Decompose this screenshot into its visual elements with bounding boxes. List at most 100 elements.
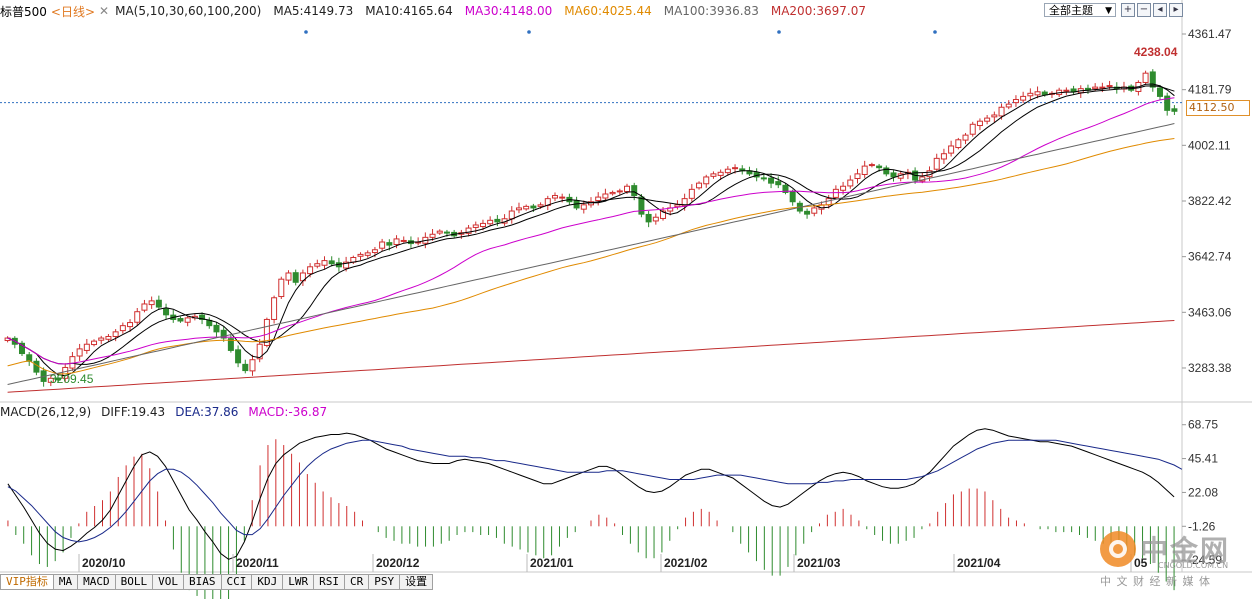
- candle-body: [1092, 86, 1099, 90]
- scroll-right-icon[interactable]: ▸: [1169, 3, 1183, 17]
- candle-body: [652, 216, 659, 222]
- candle-body: [307, 266, 314, 275]
- candle-body: [890, 172, 897, 178]
- candle-body: [732, 167, 739, 170]
- price-tick-label: 4002.11: [1188, 138, 1231, 152]
- tab-vol[interactable]: VOL: [153, 574, 184, 590]
- candle-body: [811, 207, 818, 214]
- tab-psy[interactable]: PSY: [369, 574, 401, 590]
- watermark-logo: 中金网 CNGOLD.COM.CN 中 文 财 经 新 媒 体: [1096, 527, 1246, 588]
- tab-cci[interactable]: CCI: [221, 574, 253, 590]
- candle-body: [328, 260, 335, 265]
- candle-body: [465, 227, 472, 234]
- candle-body: [364, 252, 371, 256]
- candle-body: [703, 176, 710, 185]
- candle-body: [163, 308, 170, 316]
- candle-body: [955, 139, 962, 149]
- candle-body: [868, 164, 875, 167]
- ma5-line: [7, 83, 1175, 377]
- candle-body: [1099, 86, 1106, 89]
- candle-body: [487, 219, 494, 225]
- date-label: 2020/12: [376, 556, 420, 570]
- event-marker-icon: [304, 30, 308, 34]
- tab-vip[interactable]: VIP指标: [0, 574, 54, 590]
- candle-body: [62, 366, 69, 379]
- candle-body: [624, 185, 631, 193]
- tab-boll[interactable]: BOLL: [115, 574, 154, 590]
- date-label: 2020/11: [236, 556, 279, 570]
- tab-ma[interactable]: MA: [53, 574, 79, 590]
- zoom-out-icon[interactable]: −: [1137, 3, 1151, 17]
- date-label: 2021/01: [530, 556, 574, 570]
- candle-body: [602, 193, 609, 199]
- current-price-tag: 4112.50: [1186, 100, 1250, 116]
- candle-body: [494, 218, 501, 223]
- candle-body: [285, 272, 292, 281]
- ma100-line: [7, 123, 1175, 385]
- tab-settings[interactable]: 设置: [400, 574, 434, 590]
- date-label: 2020/10: [82, 556, 126, 570]
- candle-body: [379, 241, 386, 249]
- candle-body: [472, 224, 479, 228]
- candle-body: [854, 173, 861, 180]
- candle-body: [479, 222, 486, 228]
- tab-rsi[interactable]: RSI: [314, 574, 345, 590]
- candle-body: [119, 325, 126, 332]
- ma-label: MA(5,10,30,60,100,200): [115, 4, 262, 18]
- period-selector[interactable]: <日线>: [50, 4, 96, 19]
- candle-body: [271, 297, 278, 320]
- candle-body: [674, 204, 681, 208]
- scroll-left-icon[interactable]: ◂: [1153, 3, 1167, 17]
- symbol-name: 标普500: [0, 4, 47, 19]
- candle-body: [314, 263, 321, 267]
- theme-dropdown[interactable]: 全部主题 ▼: [1044, 3, 1116, 17]
- candle-body: [76, 348, 83, 357]
- date-label: 2021/04: [957, 556, 1001, 570]
- candle-body: [717, 171, 724, 176]
- candle-body: [1012, 99, 1019, 104]
- candle-body: [199, 314, 206, 320]
- tab-bias[interactable]: BIAS: [184, 574, 222, 590]
- candle-body: [141, 303, 148, 311]
- candle-body: [249, 359, 256, 372]
- candle-body: [1020, 95, 1027, 101]
- tab-lwr[interactable]: LWR: [283, 574, 315, 590]
- candle-body: [976, 120, 983, 127]
- ma30-line: [7, 97, 1175, 365]
- candle-body: [1106, 85, 1113, 88]
- candle-body: [292, 272, 299, 283]
- ma100-value: MA100:3936.83: [663, 4, 759, 18]
- candle-body: [112, 331, 119, 337]
- logo-url: CNGOLD.COM.CN: [1158, 561, 1229, 570]
- candle-body: [580, 204, 587, 210]
- close-icon[interactable]: ✕: [99, 4, 110, 18]
- candle-body: [386, 242, 393, 246]
- candle-body: [177, 318, 184, 322]
- date-label: 05: [1134, 556, 1148, 570]
- tab-kdj[interactable]: KDJ: [252, 574, 284, 590]
- ma60-value: MA60:4025.44: [564, 4, 652, 18]
- candle-body: [551, 195, 558, 199]
- candle-body: [537, 204, 544, 207]
- price-tick-label: 4181.79: [1188, 83, 1232, 97]
- candle-body: [1171, 108, 1178, 112]
- candle-body: [69, 356, 76, 369]
- candle-body: [1156, 87, 1163, 97]
- candle-body: [55, 377, 62, 381]
- candle-body: [242, 363, 249, 372]
- candle-body: [645, 213, 652, 223]
- candle-body: [660, 210, 667, 219]
- candle-body: [343, 261, 350, 269]
- ma200-line: [7, 320, 1175, 393]
- candle-body: [876, 165, 883, 169]
- candle-body: [278, 278, 285, 298]
- macd-label: MACD(26,12,9): [0, 405, 92, 419]
- tab-macd[interactable]: MACD: [78, 574, 116, 590]
- macd-tick-label: -1.26: [1188, 519, 1216, 533]
- date-label: 2021/02: [664, 556, 708, 570]
- candle-body: [530, 205, 537, 209]
- zoom-in-icon[interactable]: +: [1121, 3, 1135, 17]
- tab-cr[interactable]: CR: [345, 574, 370, 590]
- candle-body: [436, 230, 443, 234]
